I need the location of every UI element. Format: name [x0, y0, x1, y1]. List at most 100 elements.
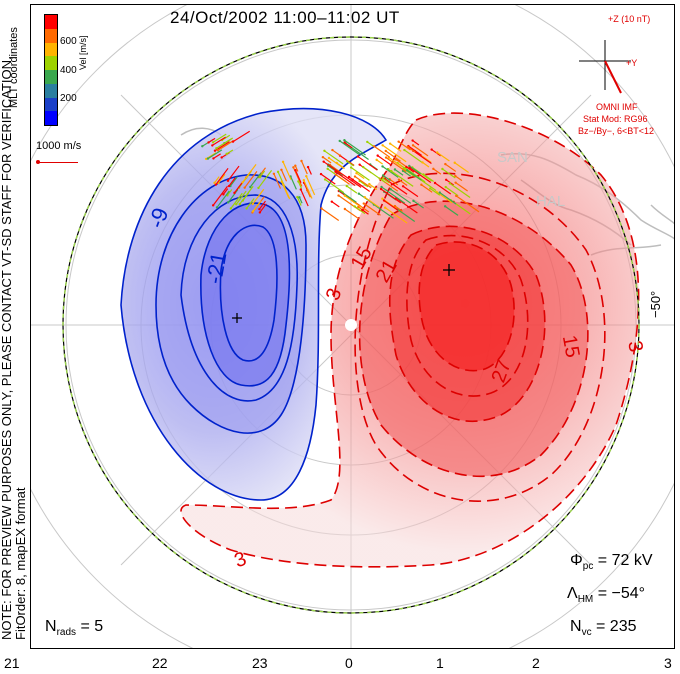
velocity-vector-origin	[356, 155, 360, 158]
velocity-vector-origin	[305, 174, 308, 178]
velocity-vector	[235, 190, 247, 205]
velocity-vector-origin	[343, 207, 347, 211]
velocity-vector-origin	[296, 195, 299, 199]
velocity-vector-origin	[454, 181, 457, 184]
velocity-vector-origin	[453, 161, 456, 164]
imf-bz-label: +Z (10 nT)	[608, 14, 651, 24]
velocity-vector-origin	[381, 197, 384, 200]
velocity-vector-origin	[306, 189, 309, 192]
velocity-vector	[381, 186, 406, 204]
velocity-vector	[412, 144, 429, 157]
velocity-vector	[337, 170, 362, 188]
velocity-vector-origin	[201, 145, 204, 148]
velocity-vector	[376, 159, 384, 165]
velocity-vector-origin	[292, 166, 295, 169]
velocity-vector-origin	[233, 191, 236, 195]
velocity-vector-origin	[235, 203, 238, 206]
imf-source: OMNI IMF	[596, 102, 638, 112]
velocity-vector-origin	[358, 163, 361, 166]
colorbar-tick-400: 400	[60, 65, 77, 76]
velocity-vector	[307, 166, 312, 175]
velocity-vector	[323, 161, 342, 175]
velocity-vector-origin	[362, 202, 365, 205]
colorbar-title: Vel [m/s]	[78, 35, 88, 70]
velocity-vector-origin	[455, 194, 458, 198]
velocity-vector-origin	[212, 157, 215, 160]
velocity-vector	[394, 169, 404, 176]
velocity-vector-origin	[345, 160, 349, 163]
velocity-vector-origin	[222, 193, 225, 196]
coordinate-system-label: MLT coordinates	[8, 27, 20, 108]
map-panel: -9 -21 3 15 21 27 15 3 3 SAN HAL	[30, 4, 675, 649]
colorbar-segment	[45, 56, 57, 71]
negative-potential-cell	[120, 107, 388, 501]
velocity-vector	[373, 204, 394, 219]
velocity-vector	[389, 178, 399, 186]
velocity-vector	[280, 169, 288, 182]
positive-potential-cell	[180, 112, 640, 568]
side-note-line1: NOTE: FOR PREVIEW PURPOSES ONLY, PLEASE …	[0, 56, 14, 640]
velocity-vector	[354, 205, 366, 215]
velocity-vector	[357, 156, 378, 171]
velocity-vector	[282, 161, 292, 180]
velocity-vector	[281, 181, 290, 199]
velocity-vector	[396, 208, 416, 222]
velocity-vector-origin	[349, 166, 353, 169]
velocity-vector	[217, 139, 235, 151]
velocity-vector-origin	[405, 169, 409, 172]
velocity-vector	[324, 178, 345, 194]
potential-max-marker	[443, 264, 455, 276]
velocity-vector	[332, 149, 342, 157]
velocity-vector	[329, 164, 341, 173]
velocity-vector	[383, 199, 399, 211]
velocity-vector-origin	[443, 205, 447, 208]
velocity-vector-origin	[380, 185, 383, 189]
velocity-vector	[385, 157, 407, 173]
velocity-vector-origin	[280, 168, 283, 172]
imf-model: Stat Mod: RG96	[583, 114, 648, 124]
velocity-vector-origin	[323, 149, 326, 153]
velocity-vector-origin	[397, 178, 401, 181]
velocity-vector-origin	[381, 165, 384, 168]
velocity-vector	[382, 174, 391, 182]
colorbar-segment	[45, 111, 57, 126]
velocity-vector	[373, 145, 390, 158]
velocity-vector-origin	[319, 172, 323, 176]
velocity-vector	[385, 150, 401, 162]
velocity-vector-origin	[334, 170, 337, 173]
velocity-vector	[402, 170, 411, 177]
velocity-vector	[455, 195, 480, 213]
velocity-vector	[394, 205, 403, 212]
velocity-vector-origin	[238, 202, 241, 206]
velocity-vector	[408, 165, 421, 175]
vector-count: Nvc = 235	[570, 618, 637, 639]
velocity-vector	[232, 130, 251, 143]
velocity-vector-origin	[300, 159, 303, 163]
velocity-vector-origin	[331, 148, 334, 152]
velocity-vector-origin	[211, 144, 214, 147]
velocity-vector	[455, 182, 468, 192]
velocity-vector	[445, 186, 459, 197]
velocity-vector-origin	[281, 160, 285, 164]
velocity-vector-origin	[276, 170, 280, 174]
velocity-vector	[324, 150, 344, 165]
velocity-vector-origin	[323, 178, 327, 181]
velocity-vector-origin	[401, 185, 405, 188]
velocity-vector	[356, 172, 365, 180]
velocity-vector	[377, 155, 392, 166]
velocity-vector	[404, 149, 424, 164]
velocity-vector	[300, 189, 309, 207]
velocity-vector-origin	[225, 152, 228, 156]
velocity-vector-origin	[368, 182, 371, 186]
mlt-tick-3: 3	[664, 655, 672, 671]
velocity-vector-origin	[294, 164, 297, 167]
velocity-vector-origin	[379, 187, 383, 191]
velocity-vector-origin	[357, 205, 360, 209]
velocity-vector	[361, 209, 369, 215]
velocity-vector	[216, 137, 234, 149]
velocity-vector	[336, 162, 345, 169]
velocity-vectors	[201, 130, 480, 224]
velocity-vector-origin	[227, 184, 231, 188]
vector-scale-bar	[38, 162, 78, 163]
velocity-vector	[380, 188, 402, 204]
